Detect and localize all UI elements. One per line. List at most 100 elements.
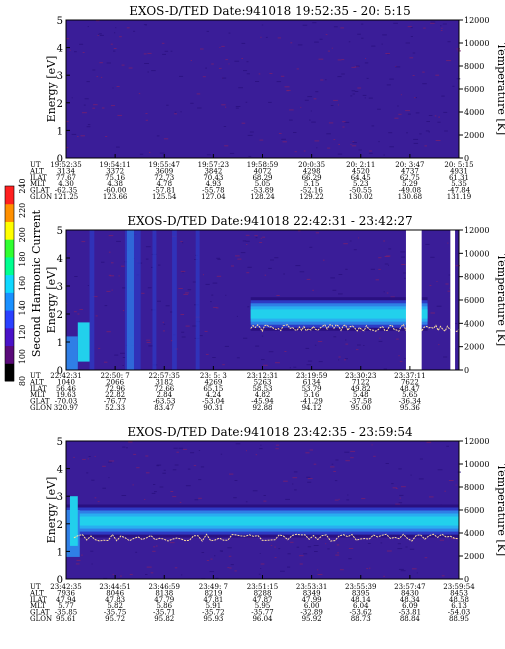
orbit-value: 4.82 <box>255 391 271 399</box>
orbit-row-label: UT <box>30 372 41 380</box>
noise-pixel <box>247 266 252 268</box>
noise-pixel <box>219 67 222 69</box>
noise-pixel <box>357 87 362 89</box>
noise-pixel <box>88 456 91 457</box>
noise-pixel <box>351 90 356 92</box>
noise-pixel <box>66 38 70 40</box>
spectrogram-background <box>66 20 459 158</box>
noise-pixel <box>338 498 340 500</box>
noise-pixel <box>440 30 443 31</box>
noise-pixel <box>317 574 323 575</box>
orbit-row-label: GLON <box>30 404 52 412</box>
orbit-value: 22:57:35 <box>149 372 180 380</box>
noise-pixel <box>434 115 437 117</box>
noise-pixel <box>261 335 264 337</box>
y2-tick-label: 2000 <box>464 131 484 140</box>
noise-pixel <box>335 459 339 461</box>
noise-pixel <box>94 455 96 457</box>
low-energy-burst <box>69 496 78 546</box>
noise-pixel <box>290 541 294 543</box>
noise-pixel <box>428 131 430 133</box>
noise-pixel <box>296 546 300 548</box>
noise-pixel <box>181 574 183 576</box>
orbit-value: 7936 <box>57 589 75 597</box>
noise-pixel <box>307 96 313 98</box>
orbit-value: 3842 <box>204 167 222 175</box>
y2-tick-label: 12000 <box>464 16 489 25</box>
orbit-value: 53.79 <box>302 385 322 393</box>
noise-pixel <box>111 289 113 291</box>
orbit-value: -45.94 <box>251 398 274 406</box>
noise-pixel <box>211 294 214 296</box>
noise-pixel <box>200 466 205 468</box>
orbit-value: 4.24 <box>206 391 222 399</box>
noise-pixel <box>83 104 86 106</box>
orbit-value: 23:30:23 <box>345 372 376 380</box>
noise-pixel <box>338 356 341 358</box>
noise-pixel <box>206 154 211 156</box>
noise-pixel <box>306 278 311 280</box>
noise-pixel <box>158 264 161 266</box>
orbit-row-label: UT <box>30 161 41 169</box>
noise-pixel <box>106 331 111 333</box>
orbit-value: 128.24 <box>250 193 275 201</box>
noise-pixel <box>86 472 89 474</box>
orbit-value: 5.35 <box>451 180 467 188</box>
noise-pixel <box>187 468 191 470</box>
noise-pixel <box>353 249 357 251</box>
data-gap <box>405 230 422 370</box>
colorbar-segment <box>5 221 14 240</box>
burst-column <box>126 230 134 370</box>
burst-column <box>89 230 95 370</box>
noise-pixel <box>233 497 237 499</box>
noise-pixel <box>334 480 338 482</box>
noise-pixel <box>357 344 361 346</box>
noise-pixel <box>194 499 199 501</box>
noise-pixel <box>393 22 398 24</box>
noise-pixel <box>116 86 120 87</box>
noise-pixel <box>145 574 148 575</box>
noise-pixel <box>359 330 362 332</box>
orbit-row-label: UT <box>30 583 41 591</box>
noise-pixel <box>441 575 445 577</box>
noise-pixel <box>198 497 202 499</box>
noise-pixel <box>333 26 338 28</box>
noise-pixel <box>336 544 340 546</box>
noise-pixel <box>255 345 260 347</box>
noise-pixel <box>278 133 282 134</box>
noise-pixel <box>172 496 177 498</box>
noise-pixel <box>143 53 147 55</box>
noise-pixel <box>260 568 262 569</box>
noise-pixel <box>318 341 323 342</box>
noise-pixel <box>283 480 288 482</box>
noise-pixel <box>398 502 403 504</box>
orbit-row-label: GLON <box>30 193 52 201</box>
noise-pixel <box>101 107 105 109</box>
noise-pixel <box>315 232 319 234</box>
noise-pixel <box>246 73 250 75</box>
noise-pixel <box>337 59 342 61</box>
noise-pixel <box>410 36 413 37</box>
noise-pixel <box>181 336 186 338</box>
spectrogram-panel-3: EXOS-D/TED Date:941018 23:42:35 - 23:59:… <box>29 425 505 623</box>
noise-pixel <box>438 116 440 118</box>
noise-pixel <box>236 315 238 317</box>
noise-pixel <box>215 577 219 579</box>
noise-pixel <box>313 545 319 546</box>
noise-pixel <box>439 539 444 541</box>
noise-pixel <box>242 240 247 242</box>
noise-pixel <box>300 106 302 108</box>
colorbar-segment <box>5 256 14 276</box>
noise-pixel <box>228 32 231 34</box>
noise-pixel <box>180 111 182 113</box>
orbit-value: 90.31 <box>203 404 223 412</box>
noise-pixel <box>87 124 91 126</box>
noise-pixel <box>328 122 334 124</box>
noise-pixel <box>170 50 173 52</box>
y-axis-label: Energy [eV] <box>45 267 58 334</box>
noise-pixel <box>293 366 297 368</box>
noise-pixel <box>249 131 254 133</box>
noise-pixel <box>351 66 356 68</box>
noise-pixel <box>297 44 303 46</box>
orbit-value: 4.30 <box>58 180 74 188</box>
